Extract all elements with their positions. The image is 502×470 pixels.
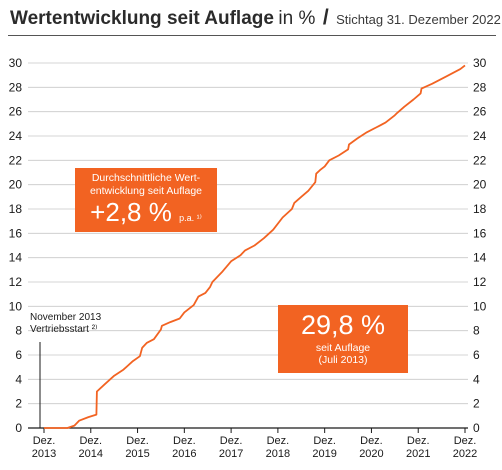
y-tick-left-16: 16 [9, 226, 23, 240]
y-tick-right-26: 26 [473, 105, 487, 119]
x-tick-year-2022: 2022 [453, 448, 477, 460]
x-tick-year-2020: 2020 [359, 448, 383, 460]
x-tick-year-2014: 2014 [79, 448, 103, 460]
avg-performance-label-2: entwicklung seit Auflage [89, 185, 203, 197]
chart-subtitle: Stichtag 31. Dezember 2022 [336, 12, 501, 27]
x-tick-month-2017: Dez. [220, 435, 243, 447]
total-performance-box: 29,8 % seit Auflage (Juli 2013) [278, 305, 408, 373]
y-tick-right-8: 8 [473, 324, 480, 338]
y-tick-right-28: 28 [473, 80, 487, 94]
avg-performance-suffix: p.a. ¹⁾ [179, 213, 202, 223]
total-performance-value: 29,8 % [300, 310, 386, 340]
x-tick-month-2019: Dez. [313, 435, 336, 447]
launch-note: November 2013 Vertriebsstart ²⁾ [30, 312, 101, 336]
chart-title-unit: in % [278, 8, 316, 29]
y-tick-right-0: 0 [473, 421, 480, 435]
title-separator: / [322, 6, 329, 29]
x-tick-year-2019: 2019 [312, 448, 336, 460]
y-tick-left-4: 4 [15, 372, 22, 386]
x-tick-month-2022: Dez. [454, 435, 477, 447]
y-tick-right-10: 10 [473, 299, 487, 313]
y-tick-right-2: 2 [473, 397, 480, 411]
x-tick-year-2021: 2021 [406, 448, 430, 460]
y-tick-right-6: 6 [473, 348, 480, 362]
y-tick-left-18: 18 [9, 202, 23, 216]
y-tick-left-20: 20 [9, 178, 23, 192]
y-tick-left-0: 0 [15, 421, 22, 435]
y-tick-left-2: 2 [15, 397, 22, 411]
x-tick-year-2015: 2015 [125, 448, 149, 460]
y-tick-left-30: 30 [9, 56, 23, 70]
x-tick-year-2017: 2017 [219, 448, 243, 460]
y-tick-right-30: 30 [473, 56, 487, 70]
y-tick-left-12: 12 [9, 275, 23, 289]
y-tick-left-24: 24 [9, 129, 23, 143]
y-tick-left-26: 26 [9, 105, 23, 119]
x-tick-month-2020: Dez. [360, 435, 383, 447]
y-tick-left-10: 10 [9, 299, 23, 313]
x-tick-year-2013: 2013 [32, 448, 56, 460]
total-performance-label-2: (Juli 2013) [318, 354, 368, 366]
x-tick-month-2018: Dez. [267, 435, 290, 447]
y-tick-right-16: 16 [473, 226, 487, 240]
x-tick-month-2013: Dez. [33, 435, 56, 447]
x-tick-year-2018: 2018 [266, 448, 290, 460]
y-tick-right-14: 14 [473, 251, 487, 265]
header-divider [8, 35, 496, 36]
series-line [44, 64, 466, 429]
y-tick-right-20: 20 [473, 178, 487, 192]
avg-performance-label-1: Durchschnittliche Wert- [91, 172, 201, 184]
chart-title: Wertentwicklung seit Auflage [10, 8, 274, 29]
x-tick-month-2015: Dez. [126, 435, 149, 447]
y-tick-right-22: 22 [473, 153, 487, 167]
total-performance-label-1: seit Auflage [315, 342, 371, 354]
x-tick-month-2016: Dez. [173, 435, 196, 447]
y-tick-right-18: 18 [473, 202, 487, 216]
x-tick-month-2021: Dez. [407, 435, 430, 447]
avg-performance-value: +2,8 % [90, 197, 172, 227]
x-tick-month-2014: Dez. [79, 435, 102, 447]
launch-note-label: Vertriebsstart ²⁾ [30, 324, 98, 335]
grid-lines [28, 62, 468, 429]
y-tick-left-8: 8 [15, 324, 22, 338]
y-tick-right-4: 4 [473, 372, 480, 386]
chart-header: Wertentwicklung seit Auflage in % / Stic… [10, 6, 501, 34]
y-tick-left-22: 22 [9, 153, 23, 167]
y-tick-left-6: 6 [15, 348, 22, 362]
launch-note-date: November 2013 [30, 312, 102, 323]
y-tick-right-24: 24 [473, 129, 487, 143]
x-tick-year-2016: 2016 [172, 448, 196, 460]
avg-performance-box: Durchschnittliche Wert- entwicklung seit… [75, 168, 217, 232]
y-tick-left-28: 28 [9, 80, 23, 94]
y-tick-right-12: 12 [473, 275, 487, 289]
x-axis-ticks: Dez.2013Dez.2014Dez.2015Dez.2016Dez.2017… [32, 428, 477, 460]
avg-performance-value-row: +2,8 % p.a. ¹⁾ [75, 198, 217, 232]
y-tick-left-14: 14 [9, 251, 23, 265]
